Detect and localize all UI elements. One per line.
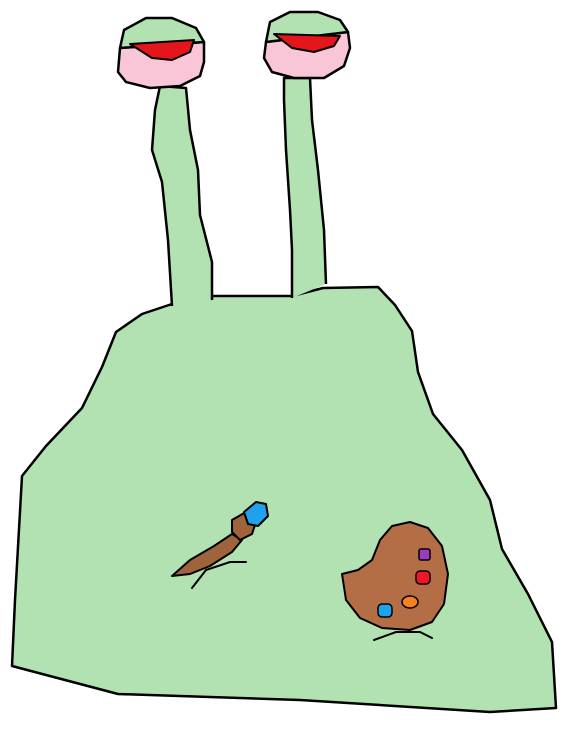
paint-dot-orange	[401, 595, 419, 609]
paint-dot-purple	[418, 548, 431, 561]
creature-body	[10, 285, 558, 714]
paintbrush-icon	[171, 501, 269, 589]
paint-dot-blue	[377, 603, 393, 618]
paintbrush-tip	[243, 501, 269, 527]
left-eye-iris	[129, 39, 195, 61]
right-eye-iris	[273, 33, 341, 53]
left-eye	[116, 16, 206, 90]
right-eye	[262, 10, 352, 80]
right-eye-stalk	[282, 76, 328, 298]
paintbrush-hand-line	[191, 561, 247, 589]
palette-hand-line	[373, 631, 433, 641]
paint-dot-red	[415, 570, 431, 585]
palette-icon	[341, 521, 449, 641]
left-eye-stalk	[150, 84, 214, 307]
